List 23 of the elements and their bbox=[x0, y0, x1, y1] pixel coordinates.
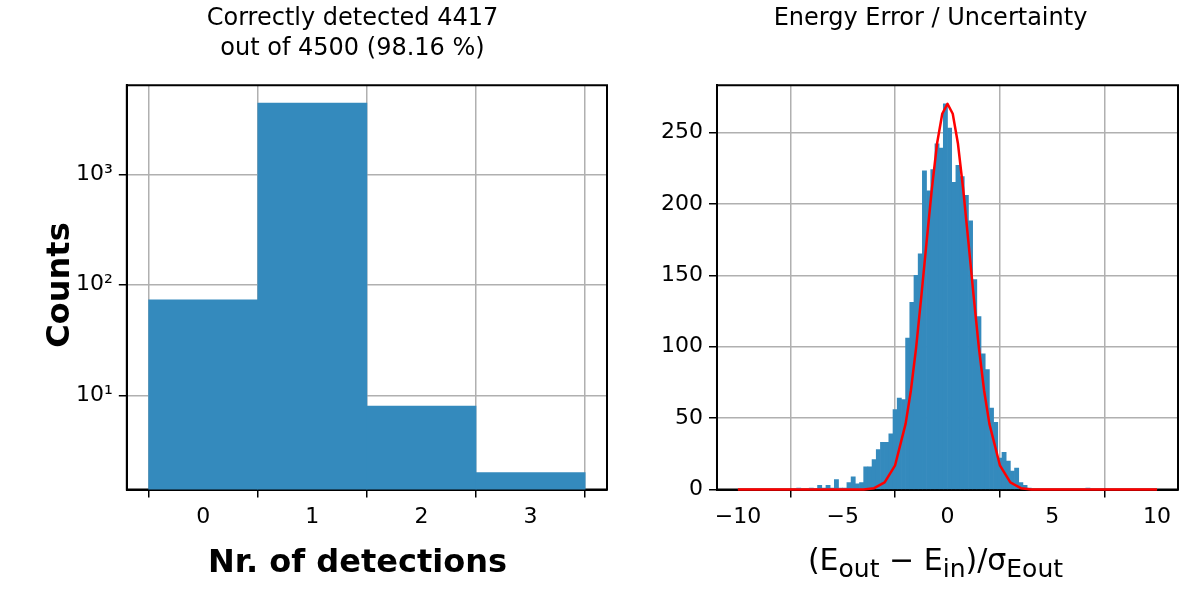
y-axis-title: Counts bbox=[39, 222, 77, 348]
y-tick-label: 0 bbox=[688, 475, 703, 501]
y-tick-label: 10³ bbox=[75, 159, 113, 185]
x-tick-label: 1 bbox=[305, 502, 320, 528]
y-tick-label: 10¹ bbox=[75, 380, 113, 406]
x-tick-label: 5 bbox=[1045, 502, 1060, 528]
x-tick-label: −5 bbox=[826, 502, 859, 528]
x-tick-label: 0 bbox=[196, 502, 211, 528]
y-tick-label: 10² bbox=[75, 270, 113, 296]
chart-title: Energy Error / Uncertainty bbox=[772, 2, 1089, 32]
chart-title: Correctly detected 4417 out of 4500 (98.16 %) bbox=[205, 2, 500, 62]
x-tick-label: 0 bbox=[940, 502, 955, 528]
y-tick-label: 250 bbox=[660, 118, 703, 144]
x-tick-label: 2 bbox=[414, 502, 429, 528]
y-tick-label: 200 bbox=[660, 189, 703, 215]
y-tick-label: 50 bbox=[674, 403, 703, 429]
y-tick-label: 150 bbox=[660, 260, 703, 286]
y-tick-label: 100 bbox=[660, 332, 703, 358]
x-tick-label: 3 bbox=[523, 502, 538, 528]
x-tick-label: 10 bbox=[1143, 502, 1172, 528]
x-axis-title: (E$_{out}$ − E$_{in}$)/σ$_{Eout}$ bbox=[806, 542, 1065, 583]
x-tick-label: −10 bbox=[714, 502, 762, 528]
x-axis-title: Nr. of detections bbox=[207, 542, 508, 580]
